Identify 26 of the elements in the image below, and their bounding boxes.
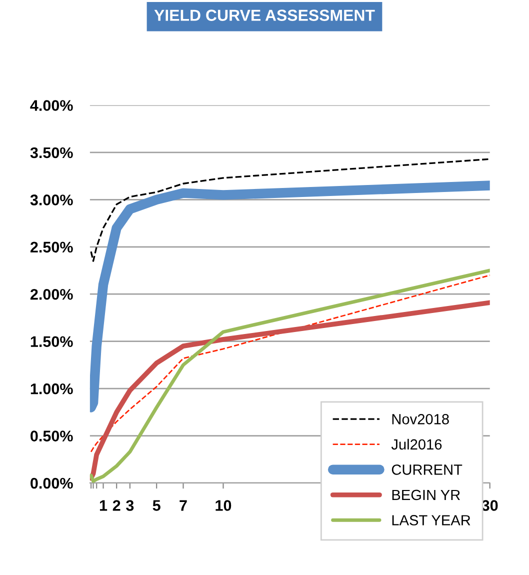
- line-series: [90, 268, 490, 483]
- y-tick-label: 0.00%: [30, 478, 73, 489]
- chart-title: YIELD CURVE ASSESSMENT: [154, 10, 375, 21]
- x-tick-label: 7: [180, 500, 187, 511]
- y-tick-label: 3.50%: [30, 147, 73, 158]
- x-tick-label: 10: [216, 500, 232, 511]
- y-tick-label: 1.00%: [30, 383, 73, 394]
- legend-label: CURRENT: [392, 464, 462, 475]
- legend-label: BEGIN YR: [392, 490, 460, 500]
- x-tick-label: 2: [112, 500, 120, 511]
- y-tick-label: 1.50%: [30, 336, 73, 348]
- x-tick-label: 5: [152, 500, 160, 511]
- y-tick-label: 2.00%: [30, 288, 73, 300]
- line-series: [90, 300, 490, 481]
- x-tick-label: 3: [126, 500, 134, 511]
- legend-label: Nov2018: [392, 414, 449, 424]
- legend-label: LAST YEAR: [392, 515, 470, 526]
- x-tick-label: 1: [100, 500, 108, 511]
- y-tick-label: 4.00%: [30, 100, 73, 111]
- y-tick-label: 3.00%: [30, 194, 73, 206]
- y-tick-label: 2.50%: [30, 242, 73, 253]
- legend-label: Jul2016: [391, 438, 442, 450]
- x-tick-label: 30: [482, 500, 498, 511]
- line-series: [90, 158, 490, 262]
- y-tick-label: 0.50%: [30, 430, 73, 442]
- line-series: [90, 274, 490, 453]
